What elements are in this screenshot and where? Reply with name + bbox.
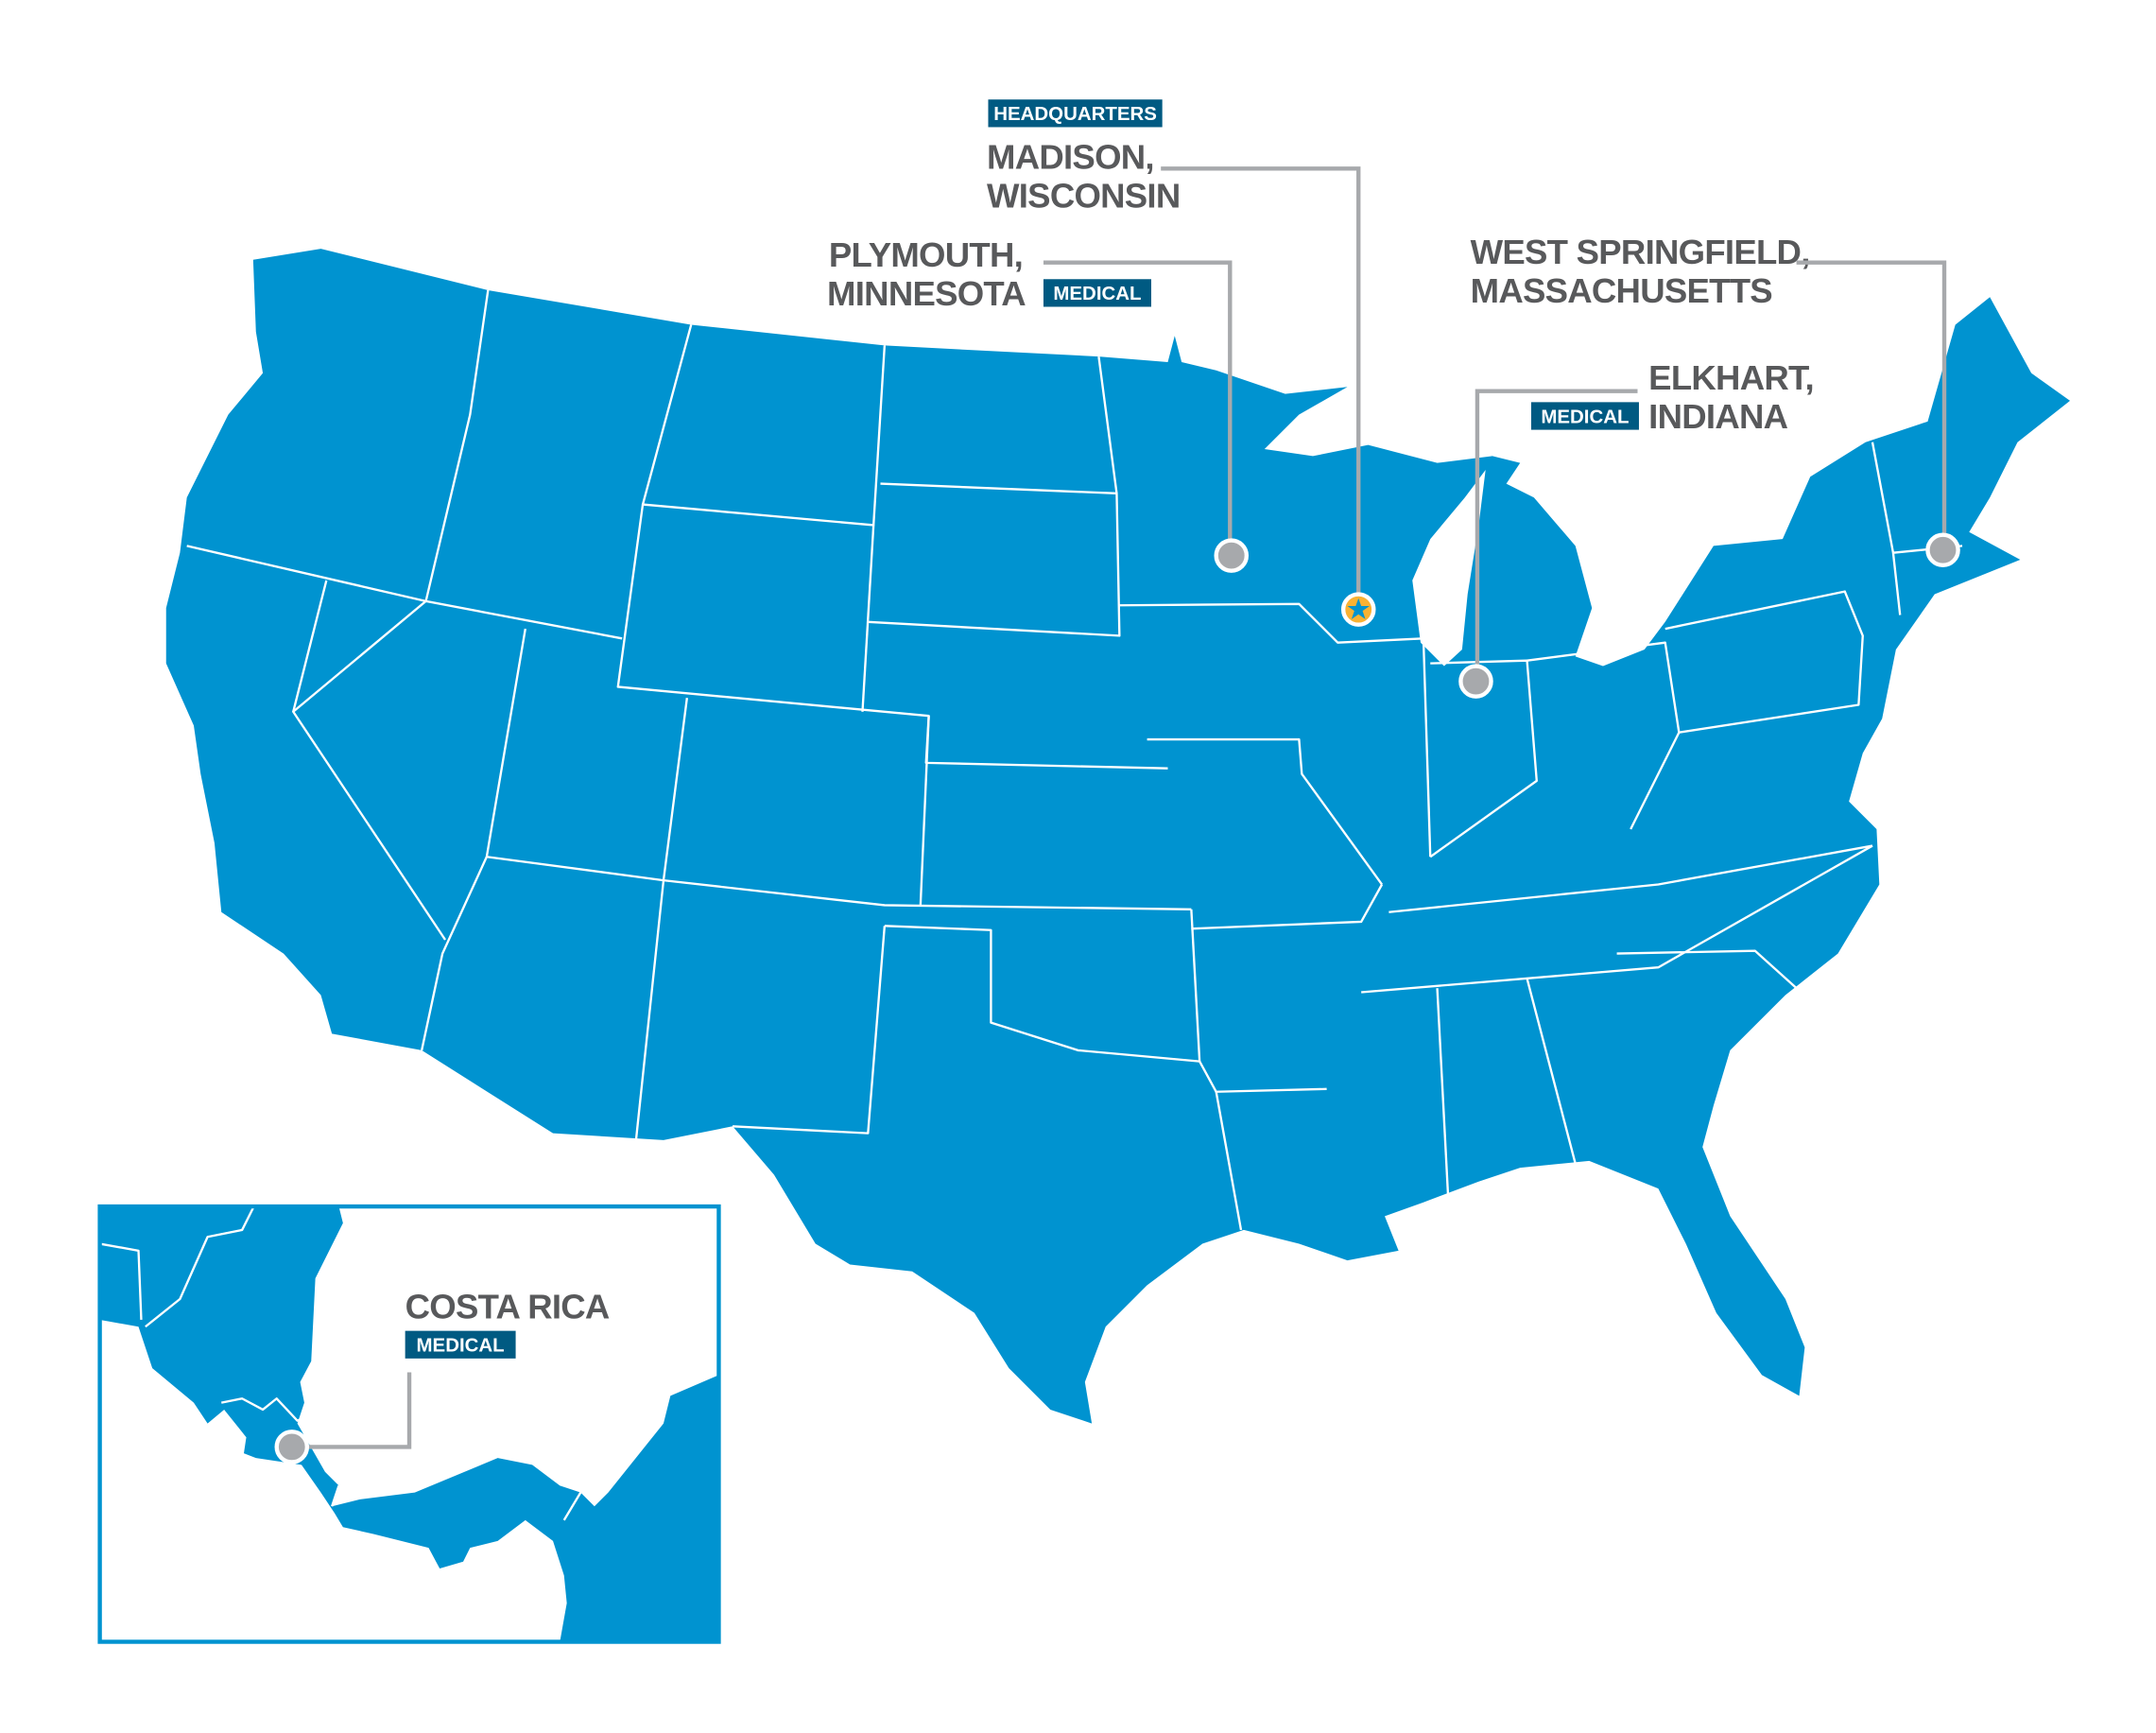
medical-badge-label: MEDICAL [1541, 406, 1629, 427]
madison-leader-line [1161, 166, 1361, 595]
elkhart-leader-line [1475, 389, 1638, 668]
costa-rica-inset [97, 1204, 721, 1644]
inset-frame [97, 1204, 721, 1644]
madison-label-line1: MADISON, [987, 137, 1154, 176]
medical-badge [1530, 402, 1639, 430]
plymouth-label-line2: MINNESOTA [827, 274, 1026, 313]
headquarters-badge [988, 99, 1163, 128]
circle-marker-icon[interactable] [1214, 538, 1250, 573]
location-west-springfield[interactable]: WEST SPRINGFIELD, MASSACHUSETTS [1471, 233, 1960, 568]
location-madison[interactable]: HEADQUARTERS MADISON, WISCONSIN [987, 99, 1376, 627]
circle-marker-icon[interactable] [274, 1430, 310, 1464]
circle-marker-icon[interactable] [1925, 532, 1960, 568]
medical-badge [405, 1330, 516, 1359]
lake-michigan [1412, 469, 1486, 667]
headquarters-badge-label: HEADQUARTERS [993, 103, 1157, 125]
medical-badge [1043, 279, 1151, 307]
location-costa-rica[interactable]: COSTA RICA MEDICAL [274, 1287, 611, 1464]
state-borders [186, 289, 1963, 1231]
costa-rica-label: COSTA RICA [405, 1287, 610, 1326]
circle-marker-icon[interactable] [1458, 664, 1493, 699]
costa-rica-leader-line [306, 1372, 412, 1449]
plymouth-leader-line [1043, 260, 1233, 542]
location-elkhart[interactable]: ELKHART, INDIANA MEDICAL [1458, 358, 1815, 699]
west-springfield-leader-line [1796, 260, 1947, 537]
west-springfield-label-line2: MASSACHUSETTS [1471, 271, 1772, 310]
medical-badge-label: MEDICAL [417, 1335, 505, 1357]
us-map [165, 249, 2071, 1424]
elkhart-label-line1: ELKHART, [1648, 358, 1814, 397]
madison-label-line2: WISCONSIN [987, 176, 1181, 215]
plymouth-label-line1: PLYMOUTH, [829, 235, 1023, 274]
elkhart-label-line2: INDIANA [1648, 397, 1787, 436]
lake-superior [1264, 390, 1493, 463]
star-icon [1347, 598, 1370, 619]
west-springfield-label-line1: WEST SPRINGFIELD, [1471, 233, 1810, 271]
lake-erie [1575, 621, 1665, 667]
medical-badge-label: MEDICAL [1053, 283, 1141, 304]
location-plymouth[interactable]: PLYMOUTH, MINNESOTA MEDICAL [827, 235, 1250, 573]
